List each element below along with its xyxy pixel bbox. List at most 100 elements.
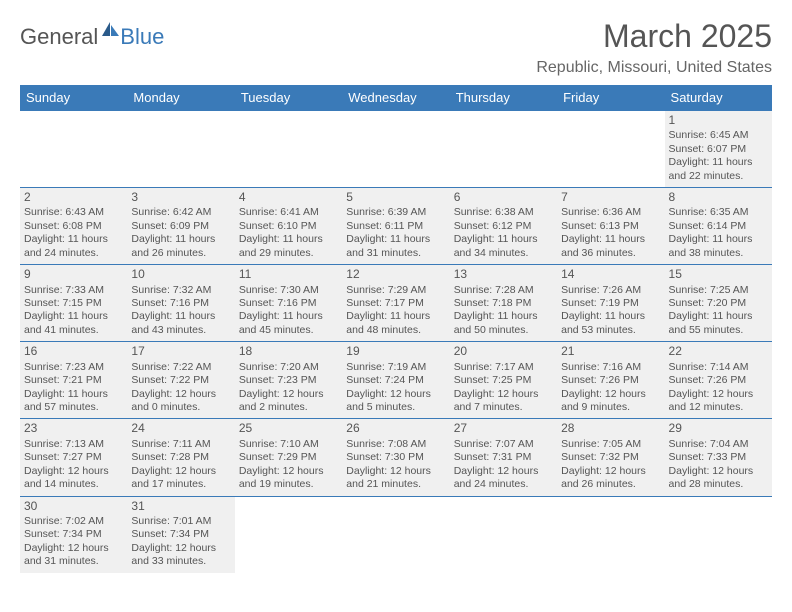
sunset-text: Sunset: 7:25 PM [454,374,553,387]
calendar-day-cell: 14Sunrise: 7:26 AMSunset: 7:19 PMDayligh… [557,265,664,342]
sunset-text: Sunset: 7:22 PM [131,374,230,387]
day-number: 29 [669,421,768,436]
sunset-text: Sunset: 6:07 PM [669,143,768,156]
daylight-text: and 5 minutes. [346,401,445,414]
daylight-text: Daylight: 12 hours [24,542,123,555]
calendar-day-cell: 11Sunrise: 7:30 AMSunset: 7:16 PMDayligh… [235,265,342,342]
calendar-week-row: 30Sunrise: 7:02 AMSunset: 7:34 PMDayligh… [20,496,772,573]
daylight-text: Daylight: 11 hours [24,233,123,246]
sunset-text: Sunset: 7:16 PM [131,297,230,310]
calendar-day-cell: 9Sunrise: 7:33 AMSunset: 7:15 PMDaylight… [20,265,127,342]
daylight-text: Daylight: 11 hours [239,233,338,246]
weekday-header: Wednesday [342,85,449,111]
day-number: 6 [454,190,553,205]
daylight-text: Daylight: 11 hours [346,233,445,246]
sunset-text: Sunset: 6:11 PM [346,220,445,233]
day-number: 20 [454,344,553,359]
sunrise-text: Sunrise: 6:36 AM [561,206,660,219]
sunset-text: Sunset: 7:30 PM [346,451,445,464]
day-number: 2 [24,190,123,205]
header: General Blue March 2025 Republic, Missou… [20,18,772,77]
daylight-text: and 34 minutes. [454,247,553,260]
sunrise-text: Sunrise: 7:07 AM [454,438,553,451]
daylight-text: and 0 minutes. [131,401,230,414]
sunset-text: Sunset: 6:14 PM [669,220,768,233]
daylight-text: Daylight: 12 hours [24,465,123,478]
day-number: 12 [346,267,445,282]
calendar-day-cell: 29Sunrise: 7:04 AMSunset: 7:33 PMDayligh… [665,419,772,496]
sunset-text: Sunset: 7:23 PM [239,374,338,387]
sunrise-text: Sunrise: 7:22 AM [131,361,230,374]
calendar-day-cell: 21Sunrise: 7:16 AMSunset: 7:26 PMDayligh… [557,342,664,419]
day-number: 11 [239,267,338,282]
daylight-text: Daylight: 11 hours [454,233,553,246]
sunset-text: Sunset: 7:20 PM [669,297,768,310]
daylight-text: and 31 minutes. [24,555,123,568]
daylight-text: and 12 minutes. [669,401,768,414]
day-number: 15 [669,267,768,282]
calendar-empty-cell [235,111,342,188]
sunset-text: Sunset: 7:28 PM [131,451,230,464]
daylight-text: and 26 minutes. [561,478,660,491]
daylight-text: and 17 minutes. [131,478,230,491]
calendar-day-cell: 15Sunrise: 7:25 AMSunset: 7:20 PMDayligh… [665,265,772,342]
day-number: 30 [24,499,123,514]
calendar-day-cell: 20Sunrise: 7:17 AMSunset: 7:25 PMDayligh… [450,342,557,419]
sunset-text: Sunset: 7:19 PM [561,297,660,310]
sunrise-text: Sunrise: 6:42 AM [131,206,230,219]
sunrise-text: Sunrise: 6:35 AM [669,206,768,219]
sunset-text: Sunset: 7:21 PM [24,374,123,387]
calendar-week-row: 2Sunrise: 6:43 AMSunset: 6:08 PMDaylight… [20,188,772,265]
sunset-text: Sunset: 7:34 PM [24,528,123,541]
daylight-text: Daylight: 11 hours [131,233,230,246]
sunrise-text: Sunrise: 7:33 AM [24,284,123,297]
calendar-day-cell: 25Sunrise: 7:10 AMSunset: 7:29 PMDayligh… [235,419,342,496]
calendar-empty-cell [342,111,449,188]
daylight-text: and 26 minutes. [131,247,230,260]
daylight-text: and 57 minutes. [24,401,123,414]
daylight-text: and 7 minutes. [454,401,553,414]
daylight-text: Daylight: 11 hours [561,233,660,246]
page-title: March 2025 [536,18,772,55]
calendar-day-cell: 26Sunrise: 7:08 AMSunset: 7:30 PMDayligh… [342,419,449,496]
sunrise-text: Sunrise: 7:14 AM [669,361,768,374]
sunrise-text: Sunrise: 7:08 AM [346,438,445,451]
calendar-empty-cell [557,111,664,188]
daylight-text: Daylight: 12 hours [454,388,553,401]
logo-sail-icon [100,18,120,44]
sunrise-text: Sunrise: 7:19 AM [346,361,445,374]
daylight-text: and 48 minutes. [346,324,445,337]
day-number: 28 [561,421,660,436]
calendar-empty-cell [450,111,557,188]
daylight-text: Daylight: 12 hours [669,388,768,401]
sunset-text: Sunset: 7:24 PM [346,374,445,387]
calendar-day-cell: 13Sunrise: 7:28 AMSunset: 7:18 PMDayligh… [450,265,557,342]
sunrise-text: Sunrise: 6:43 AM [24,206,123,219]
weekday-header: Thursday [450,85,557,111]
day-number: 27 [454,421,553,436]
calendar-day-cell: 5Sunrise: 6:39 AMSunset: 6:11 PMDaylight… [342,188,449,265]
daylight-text: and 29 minutes. [239,247,338,260]
sunrise-text: Sunrise: 6:38 AM [454,206,553,219]
daylight-text: and 36 minutes. [561,247,660,260]
daylight-text: Daylight: 11 hours [669,310,768,323]
calendar-empty-cell [450,496,557,573]
calendar-day-cell: 7Sunrise: 6:36 AMSunset: 6:13 PMDaylight… [557,188,664,265]
calendar-day-cell: 1Sunrise: 6:45 AMSunset: 6:07 PMDaylight… [665,111,772,188]
calendar-day-cell: 10Sunrise: 7:32 AMSunset: 7:16 PMDayligh… [127,265,234,342]
day-number: 25 [239,421,338,436]
calendar-empty-cell [20,111,127,188]
calendar-day-cell: 4Sunrise: 6:41 AMSunset: 6:10 PMDaylight… [235,188,342,265]
daylight-text: Daylight: 12 hours [239,465,338,478]
calendar-day-cell: 18Sunrise: 7:20 AMSunset: 7:23 PMDayligh… [235,342,342,419]
daylight-text: and 19 minutes. [239,478,338,491]
daylight-text: Daylight: 11 hours [24,310,123,323]
daylight-text: Daylight: 11 hours [454,310,553,323]
logo: General Blue [20,18,164,50]
daylight-text: Daylight: 11 hours [239,310,338,323]
day-number: 31 [131,499,230,514]
calendar-day-cell: 22Sunrise: 7:14 AMSunset: 7:26 PMDayligh… [665,342,772,419]
weekday-header: Tuesday [235,85,342,111]
sunrise-text: Sunrise: 7:16 AM [561,361,660,374]
sunset-text: Sunset: 6:09 PM [131,220,230,233]
